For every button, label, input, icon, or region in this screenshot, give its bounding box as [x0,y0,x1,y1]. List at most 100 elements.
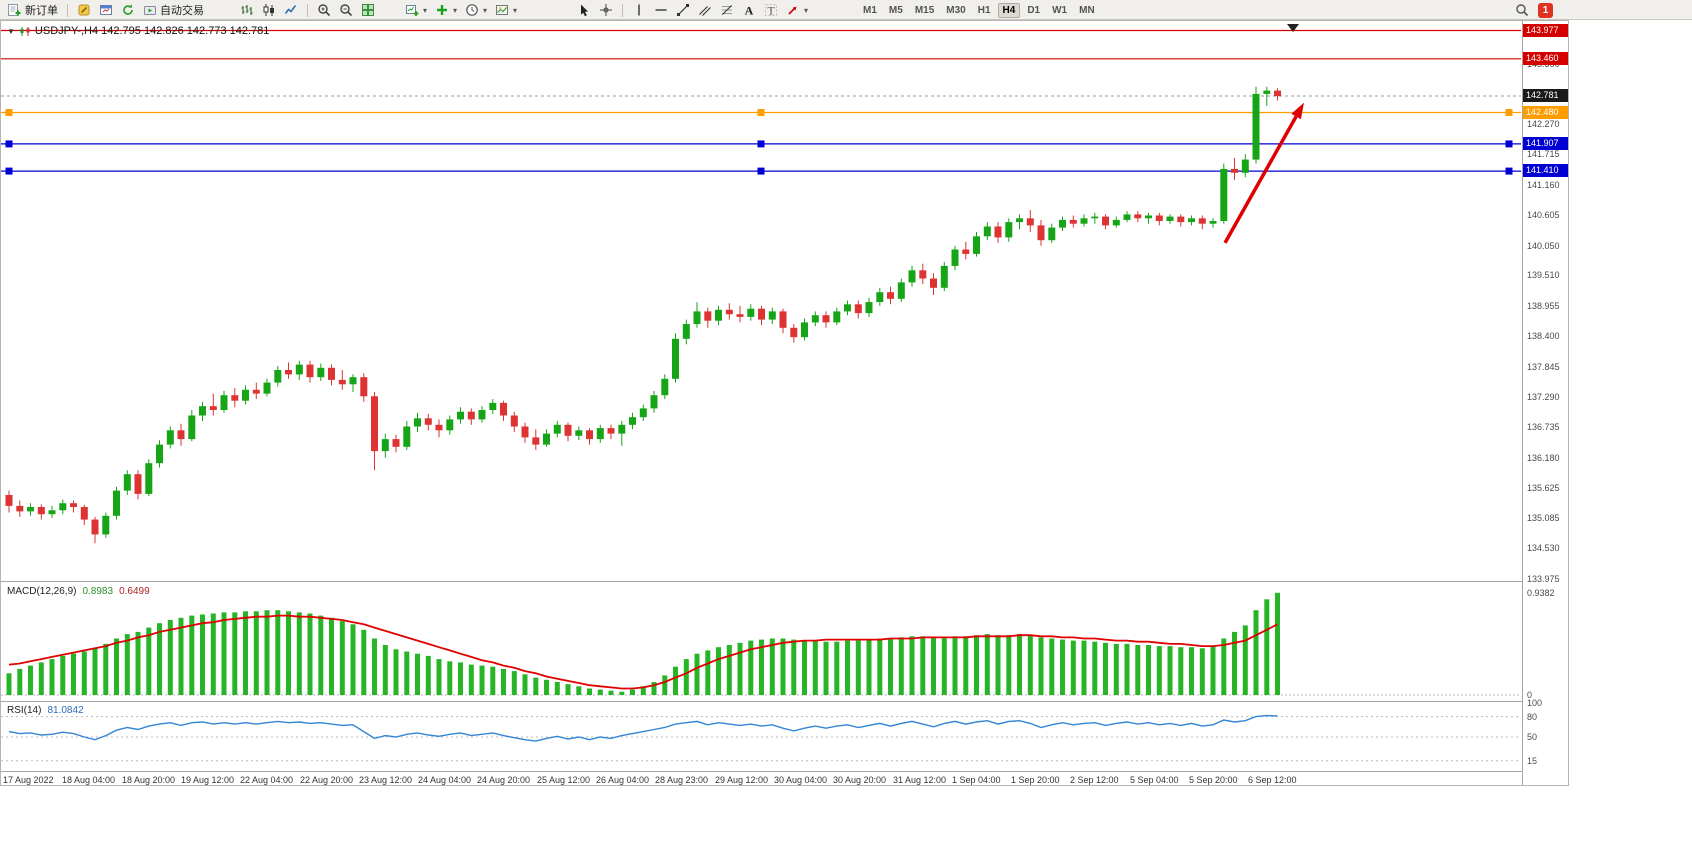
cursor-button[interactable] [574,2,594,19]
line-handle[interactable] [1505,109,1513,116]
new-order-button[interactable]: 新订单 [4,2,61,19]
crosshair-button[interactable] [596,2,616,19]
equidistant-channel-button[interactable] [695,2,715,19]
candlestick-chart-icon [263,4,274,16]
price-axis[interactable]: 143.360142.270141.715141.160140.605140.0… [1522,21,1568,785]
vertical-line-button[interactable] [629,2,649,19]
new-chart-icon [406,5,419,16]
arrow-object-icon [788,6,797,15]
autotrading-icon [144,6,156,15]
toolbar-separator [307,3,308,17]
trendline-button[interactable] [673,2,693,19]
zoom-out-button[interactable] [336,2,356,19]
refresh-button[interactable] [118,2,138,19]
time-axis-label: 31 Aug 12:00 [893,775,947,785]
new-chart-button[interactable]: ▾ [402,2,430,19]
notification-badge[interactable]: 1 [1538,2,1553,18]
timeframe-m30-button[interactable]: M30 [946,4,966,16]
timeframe-m5-button[interactable]: M5 [888,4,903,16]
trendline-icon [677,4,689,16]
periods-button[interactable]: ▾ [462,2,490,19]
label-button[interactable]: T [761,2,781,19]
cursor-icon [581,4,588,17]
time-axis-label: 29 Aug 12:00 [715,775,769,785]
time-axis[interactable]: 17 Aug 2022 18 Aug 04:00 18 Aug 20:00 19 Au… [1,773,1522,786]
time-axis-label: 24 Aug 20:00 [477,775,531,785]
bar-chart-button[interactable] [237,2,257,19]
arrows-button[interactable]: ▾ [783,2,811,19]
line-handle[interactable] [1505,140,1513,148]
time-axis-label: 23 Aug 12:00 [359,775,413,785]
timeframe-mn-button[interactable]: MN [1079,4,1095,16]
toolbar-separator [67,3,68,17]
macd-canvas[interactable] [1,583,1521,701]
line-handle[interactable] [5,167,13,175]
market-watch-button[interactable] [96,2,116,19]
line-handle[interactable] [757,109,765,116]
search-icon [1516,4,1529,17]
trend-arrow-annotation[interactable] [1223,102,1304,244]
autotrading-label: 自动交易 [160,5,204,17]
rsi-axis-label: 100 [1527,698,1543,708]
time-axis-label: 17 Aug 2022 [3,775,54,785]
templates-button[interactable]: ▾ [492,2,520,19]
fibonacci-button[interactable] [717,2,737,19]
text-a-icon: A [745,4,754,18]
equidistant-channel-icon [699,6,711,16]
price-axis-label: 138.955 [1527,300,1560,311]
dropdown-arrow-icon: ▾ [453,5,458,15]
timeframe-w1-button[interactable]: W1 [1052,4,1068,16]
line-handle[interactable] [757,167,765,175]
macd-histogram [6,592,1280,695]
line-handle[interactable] [5,109,13,116]
indicators-button[interactable]: ▾ [432,2,460,19]
autotrading-button[interactable]: 自动交易 [140,2,207,19]
time-axis-label: 2 Sep 12:00 [1070,775,1119,785]
timeframe-h1-button[interactable]: H1 [977,4,991,16]
time-axis-label: 1 Sep 20:00 [1011,775,1060,785]
toolbar-group-chart-type [237,1,378,19]
line-handle[interactable] [757,140,765,148]
zoom-in-button[interactable] [314,2,334,19]
price-axis-label: 136.180 [1527,452,1560,463]
rsi-label-text: RSI(14) [7,705,42,716]
dropdown-arrow-icon: ▾ [804,5,809,15]
line-handle[interactable] [1505,167,1513,175]
price-axis-label: 136.735 [1527,422,1560,433]
price-badge: 143.977 [1523,23,1568,37]
timeframe-m15-button[interactable]: M15 [914,4,935,16]
time-axis-label: 24 Aug 04:00 [418,775,472,785]
line-chart-button[interactable] [281,2,301,19]
toolbar-group-right: 1 [1512,1,1553,19]
toolbar-group-objects: ▾ ▾ ▾ ▾ [402,1,520,19]
timeframe-h4-button[interactable]: H4 [997,2,1021,18]
panel-separator[interactable] [1,701,1568,702]
price-axis-label: 138.400 [1527,331,1560,342]
new-order-icon [8,4,21,16]
price-badge: 142.781 [1523,89,1568,102]
chart-dropdown-icon[interactable]: ▼ [7,26,15,36]
panel-separator[interactable] [1,581,1568,582]
time-axis-label: 1 Sep 04:00 [952,775,1001,785]
chart-title-text: USDJPY-,H4 142.795 142.826 142.773 142.7… [34,25,270,37]
tile-windows-button[interactable] [358,2,378,19]
text-button[interactable]: A [739,2,759,19]
candlestick-chart-button[interactable] [259,2,279,19]
rsi-line [8,714,1278,742]
metaeditor-button[interactable] [74,2,94,19]
main-chart-canvas[interactable] [1,21,1521,581]
time-axis-label: 25 Aug 12:00 [537,775,591,785]
horizontal-line-button[interactable] [651,2,671,19]
time-axis-label: 22 Aug 04:00 [240,775,294,785]
macd-main-value: 0.8983 [82,586,114,597]
vertical-line-icon [638,4,640,16]
timeframe-d1-button[interactable]: D1 [1027,4,1041,16]
time-axis-label: 19 Aug 12:00 [181,775,235,785]
rsi-canvas[interactable] [1,703,1521,771]
macd-signal-line [8,614,1278,690]
line-handle[interactable] [5,140,13,148]
timeframe-m1-button[interactable]: M1 [863,4,877,16]
price-badge: 143.460 [1523,51,1568,65]
search-button[interactable] [1512,2,1532,19]
line-anchor-icon [1287,24,1299,32]
